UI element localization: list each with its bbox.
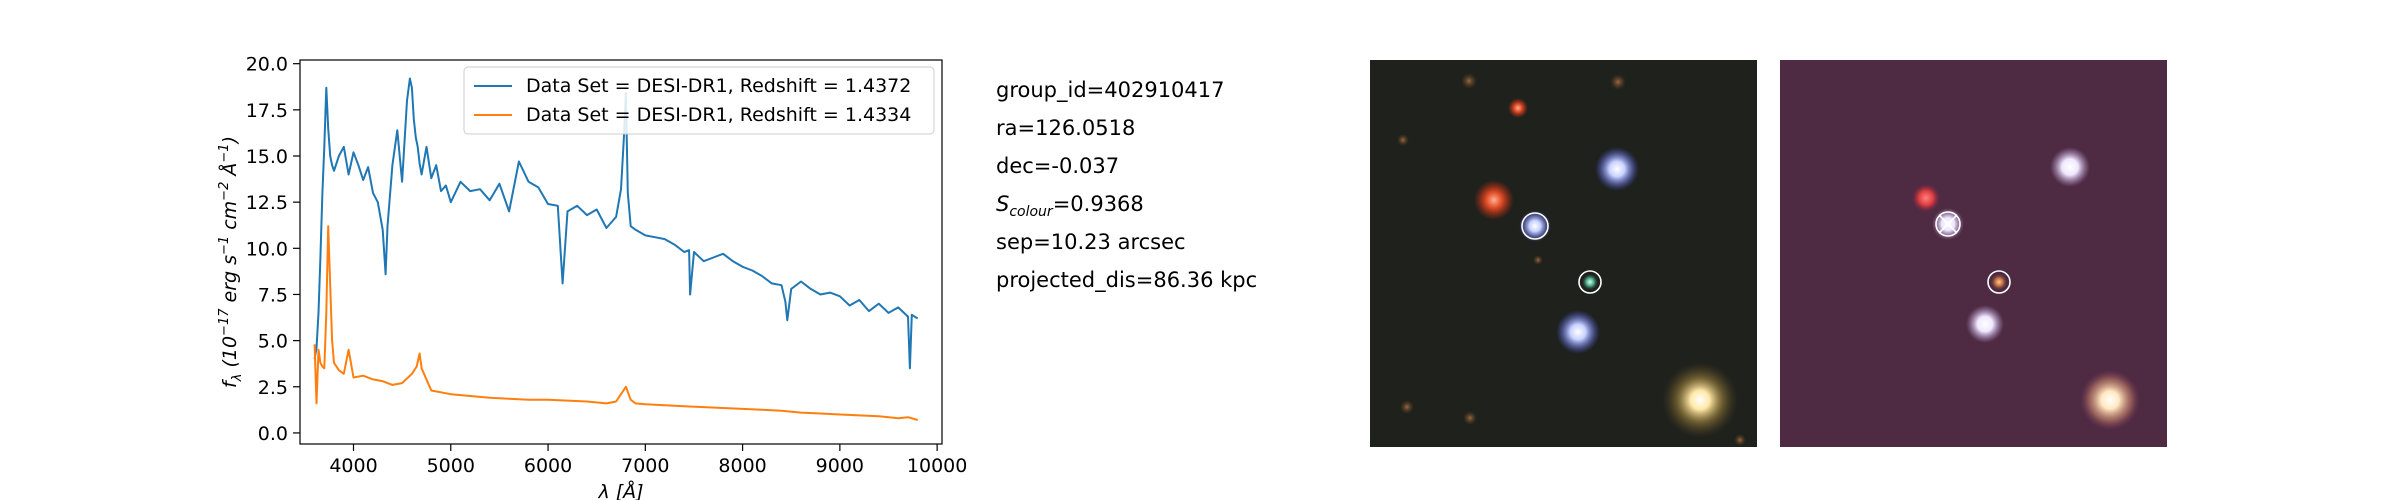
y-label-f: f: [219, 378, 241, 388]
plot-frame: [299, 59, 943, 445]
legend-label-series-2: Data Set = DESI-DR1, Redshift = 1.4334: [526, 104, 911, 126]
y-axis-ticks: 0.0 2.5 5.0 7.5 10.0 12.5 15.0 17.5 20.0: [246, 54, 300, 445]
legend-label-series-1: Data Set = DESI-DR1, Redshift = 1.4372: [526, 75, 911, 97]
y-tick-label: 2.5: [258, 377, 288, 399]
cross-mark-b: [1938, 214, 1958, 234]
red-source-right: [1912, 184, 1940, 212]
y-tick-label: 15.0: [246, 146, 288, 168]
info-sep: sep=10.23 arcsec: [996, 230, 1186, 254]
target-circle-right-secondary: [1987, 270, 2011, 294]
white-star-upper: [2050, 147, 2090, 187]
info-group-id: group_id=402910417: [996, 78, 1225, 102]
series-layer: [313, 77, 919, 421]
white-star-lower: [1966, 305, 2004, 343]
y-label-open: (10: [219, 336, 241, 374]
sky-image-right-canvas: [1780, 60, 2167, 447]
bright-galaxy: [1662, 362, 1738, 438]
y-label-lambda-sub: λ: [230, 374, 245, 383]
y-label-close: ): [219, 136, 241, 145]
orange-source: [1991, 274, 2007, 290]
blue-star-lower: [1556, 310, 1600, 354]
faint-red-source: [1508, 98, 1528, 118]
series-line-1: [313, 77, 919, 370]
legend-box: [463, 66, 935, 135]
faint-source-2: [1461, 73, 1477, 89]
x-tick-label: 4000: [329, 455, 377, 477]
y-tick-label: 12.5: [246, 192, 288, 214]
faint-source-3: [1397, 134, 1409, 146]
info-s-colour: Scolour=0.9368: [996, 192, 1144, 220]
series-line-2: [313, 225, 918, 421]
x-tick-label: 7000: [621, 455, 669, 477]
y-axis-label: fλ (10−17 erg s−1 cm−2 Å−1): [217, 136, 245, 388]
target-circle-primary: [1521, 212, 1549, 240]
sky-image-right: [1780, 60, 2167, 447]
y-label-angstrom: Å: [218, 163, 241, 182]
x-tick-label: 8000: [718, 455, 766, 477]
faint-source-7: [1734, 434, 1746, 446]
y-label-erg: erg s: [219, 255, 241, 309]
y-tick-label: 10.0: [246, 238, 288, 260]
target-circle-right-primary: [1935, 211, 1961, 237]
y-label-exp4: −1: [217, 143, 232, 162]
y-label-cm: cm: [219, 201, 241, 236]
s-colour-value: =0.9368: [1052, 192, 1144, 216]
y-tick-label: 0.0: [258, 423, 288, 445]
red-source: [1474, 180, 1514, 220]
y-tick-label: 7.5: [258, 284, 288, 306]
faint-source-1: [1610, 74, 1626, 90]
y-label-exp3: −2: [217, 182, 232, 201]
s-colour-symbol: S: [996, 192, 1010, 216]
info-projected-dis: projected_dis=86.36 kpc: [996, 268, 1258, 292]
x-tick-label: 6000: [524, 455, 572, 477]
y-label-exp2: −1: [217, 236, 232, 255]
x-axis-label: λ [Å]: [597, 480, 643, 500]
y-tick-label: 17.5: [246, 100, 288, 122]
blue-star-circled: [1519, 210, 1551, 242]
blue-star-upper: [1595, 147, 1639, 191]
y-tick-label: 20.0: [246, 54, 288, 76]
sky-image-left-canvas: [1370, 60, 1757, 447]
x-tick-label: 10000: [907, 455, 967, 477]
info-ra: ra=126.0518: [996, 116, 1136, 140]
teal-source: [1582, 274, 1598, 290]
x-tick-label: 9000: [816, 455, 864, 477]
s-colour-subscript: colour: [1009, 204, 1053, 221]
faint-source-4: [1400, 400, 1414, 414]
target-circle-secondary: [1578, 270, 1602, 294]
x-axis-ticks: 4000 5000 6000 7000 8000 9000 10000: [329, 444, 967, 477]
faint-source-5: [1463, 411, 1477, 425]
bright-galaxy-right: [2080, 370, 2140, 430]
x-tick-label: 5000: [427, 455, 475, 477]
info-dec: dec=-0.037: [996, 154, 1120, 178]
legend: Data Set = DESI-DR1, Redshift = 1.4372 D…: [463, 66, 935, 135]
faint-source-6: [1533, 255, 1543, 265]
y-tick-label: 5.0: [258, 331, 288, 353]
y-label-exp1: −17: [217, 308, 232, 336]
sky-image-left: [1370, 60, 1757, 447]
